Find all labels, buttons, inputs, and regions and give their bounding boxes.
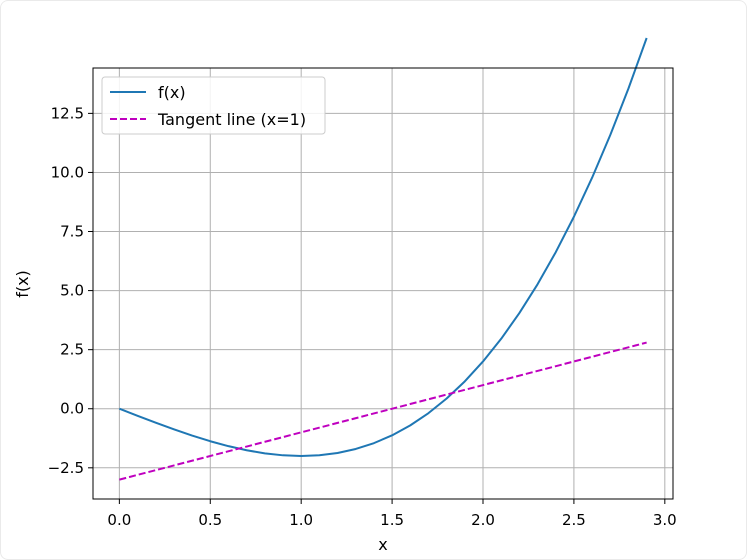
plot-area-background bbox=[93, 68, 673, 499]
y-tick-label: 2.5 bbox=[60, 341, 84, 359]
grid bbox=[93, 68, 673, 499]
y-tick-label: 7.5 bbox=[60, 223, 84, 241]
y-axis-label: f(x) bbox=[13, 270, 32, 298]
y-tick-label: 12.5 bbox=[51, 104, 84, 122]
ticks: 0.0 0.5 1.0 1.5 2.0 2.5 3.0 −2.5 0.0 2.5 5.0 7.5 10.… bbox=[48, 104, 677, 529]
plot-frame bbox=[92, 67, 674, 500]
legend-box bbox=[101, 76, 326, 135]
x-tick-label: 2.0 bbox=[471, 511, 495, 529]
x-tick-label: 2.5 bbox=[562, 511, 586, 529]
legend-label-f-x: f(x) bbox=[158, 83, 186, 102]
y-tick-label: 5.0 bbox=[60, 282, 84, 300]
x-tick-label: 1.0 bbox=[289, 511, 313, 529]
series-tangent-line bbox=[119, 341, 647, 481]
legend: f(x) Tangent line (x=1) bbox=[101, 76, 326, 135]
y-tick-label: 10.0 bbox=[51, 163, 84, 181]
x-tick-label: 0.5 bbox=[198, 511, 222, 529]
legend-label-tangent-line: Tangent line (x=1) bbox=[157, 110, 306, 129]
y-tick-label: −2.5 bbox=[48, 459, 84, 477]
y-tick-label: 0.0 bbox=[60, 400, 84, 418]
series-f-x-line bbox=[118, 37, 648, 457]
x-axis-label: x bbox=[378, 535, 387, 554]
x-tick-label: 3.0 bbox=[653, 511, 677, 529]
x-tick-label: 1.5 bbox=[380, 511, 404, 529]
x-tick-label: 0.0 bbox=[107, 511, 131, 529]
series-layer bbox=[118, 37, 648, 481]
